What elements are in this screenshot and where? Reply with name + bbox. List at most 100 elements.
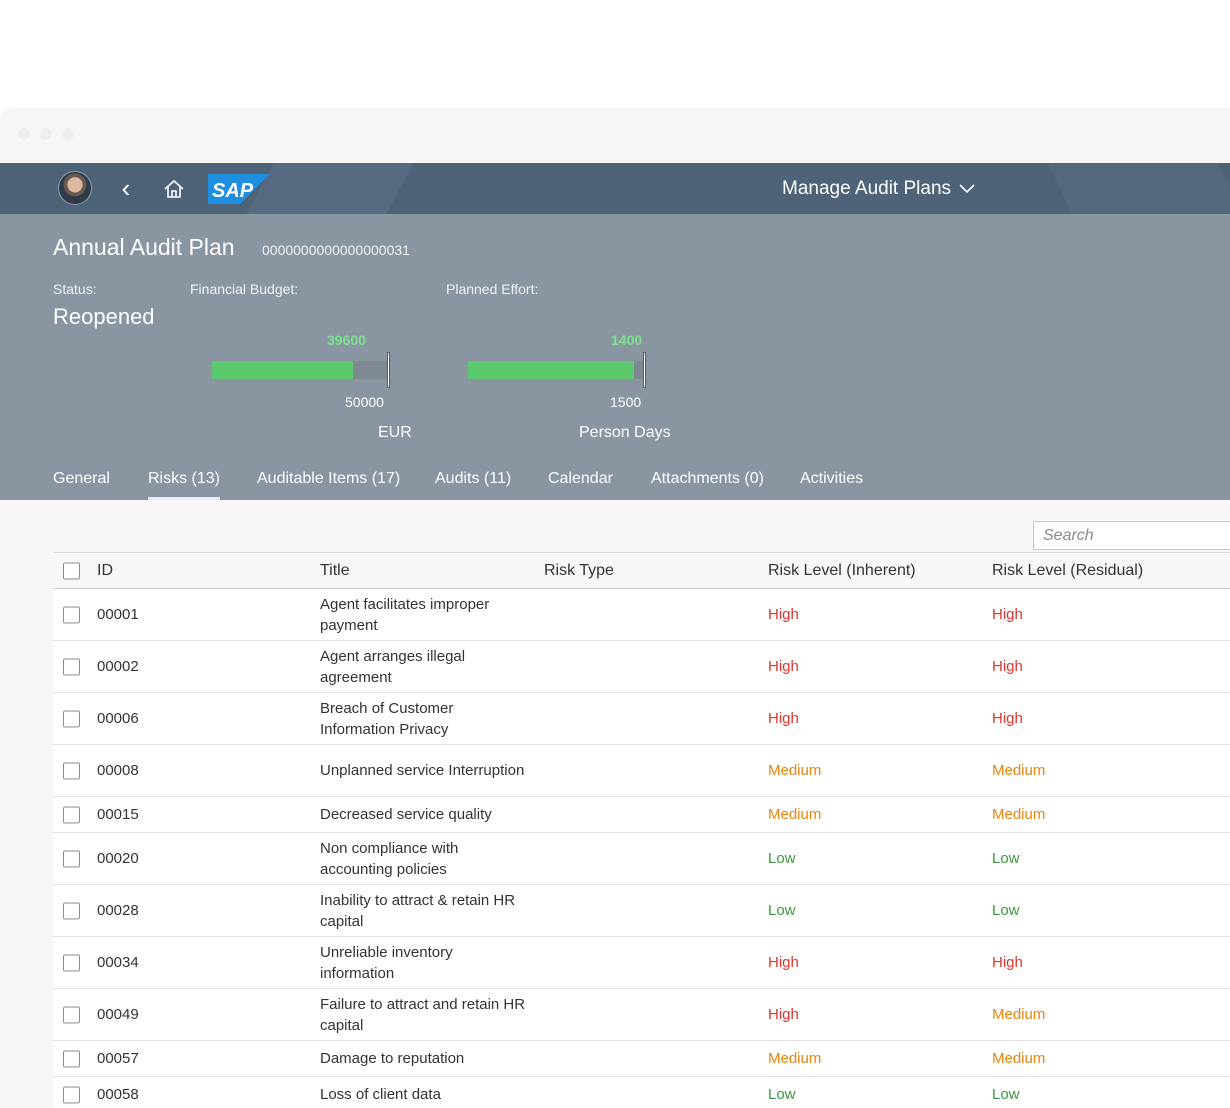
cell-id: 00028 [97, 902, 139, 919]
row-checkbox[interactable] [63, 1050, 80, 1067]
window-minimize-dot[interactable] [40, 128, 52, 140]
effort-unit: Person Days [579, 424, 671, 441]
budget-actual: 39600 [327, 332, 366, 348]
tab-activities[interactable]: Activities [800, 470, 864, 487]
app-window: ‹ SAP Manage Audit Plans Annual Audit Pl… [0, 108, 1230, 1108]
column-title[interactable]: Title [320, 561, 350, 579]
table-row[interactable]: 00020 Non compliance with accounting poli… [53, 833, 1230, 885]
tab-auditable-items[interactable]: Auditable Items (17) [257, 470, 401, 487]
column-residual[interactable]: Risk Level (Residual) [992, 561, 1144, 579]
sap-logo[interactable]: SAP [208, 174, 270, 204]
shell-bar: ‹ SAP Manage Audit Plans [0, 163, 1230, 214]
column-risk-type[interactable]: Risk Type [544, 561, 614, 579]
tab-attachments[interactable]: Attachments (0) [651, 470, 764, 487]
cell-id: 00002 [97, 658, 139, 675]
table-row[interactable]: 00015 Decreased service quality Medium Medi… [53, 797, 1230, 833]
table-row[interactable]: 00034 Unreliable inventory information Hig… [53, 937, 1230, 989]
window-close-dot[interactable] [18, 128, 30, 140]
cell-title: Unplanned service Interruption [320, 762, 525, 779]
cell-residual-level: Medium [992, 1050, 1046, 1067]
effort-target: 1500 [610, 394, 642, 410]
budget-target: 50000 [345, 394, 384, 410]
tab-risks[interactable]: Risks (13) [148, 470, 221, 500]
row-checkbox[interactable] [63, 850, 80, 867]
row-checkbox[interactable] [63, 954, 80, 971]
table-row[interactable]: 00006 Breach of Customer Information Priv… [53, 693, 1230, 745]
select-all-checkbox[interactable] [63, 562, 80, 579]
row-checkbox[interactable] [63, 658, 80, 675]
cell-inherent-level: High [768, 658, 799, 675]
row-checkbox[interactable] [63, 1086, 80, 1103]
row-checkbox[interactable] [63, 710, 80, 727]
row-checkbox[interactable] [63, 1006, 80, 1023]
cell-inherent-level: Medium [768, 1050, 822, 1067]
budget-bullet-chart: 39600 50000 [212, 324, 392, 410]
tab-calendar[interactable]: Calendar [548, 470, 613, 487]
table-row[interactable]: 00001 Agent facilitates improper payment H… [53, 589, 1230, 641]
cell-id: 00015 [97, 806, 139, 823]
app-title: Manage Audit Plans [782, 177, 952, 199]
row-checkbox[interactable] [63, 902, 80, 919]
chevron-down-icon [959, 183, 975, 193]
cell-id: 00001 [97, 606, 139, 623]
object-header: Annual Audit Plan 0000000000000000031 St… [0, 214, 1230, 500]
row-checkbox[interactable] [63, 606, 80, 623]
cell-id: 00020 [97, 850, 139, 867]
cell-inherent-level: Low [768, 1086, 796, 1103]
cell-id: 00058 [97, 1086, 139, 1103]
effort-actual: 1400 [611, 332, 643, 348]
home-icon[interactable] [160, 163, 188, 214]
table-row[interactable]: 00058 Loss of client data Low Low [53, 1077, 1230, 1108]
table-body: 00001 Agent facilitates improper payment H… [53, 589, 1230, 1108]
cell-residual-level: High [992, 606, 1023, 623]
tab-audits[interactable]: Audits (11) [435, 470, 512, 487]
column-id[interactable]: ID [97, 561, 113, 579]
row-checkbox[interactable] [63, 806, 80, 823]
table-row[interactable]: 00028 Inability to attract & retain HR ca… [53, 885, 1230, 937]
budget-fill [212, 361, 353, 379]
cell-title: Failure to attract and retain HR capital [320, 995, 526, 1034]
budget-unit: EUR [378, 424, 412, 441]
window-titlebar [0, 108, 1230, 163]
object-id: 0000000000000000031 [262, 242, 410, 258]
table-row[interactable]: 00049 Failure to attract and retain HR ca… [53, 989, 1230, 1041]
app-title-menu[interactable]: Manage Audit Plans [782, 163, 975, 214]
status-value: Reopened [53, 304, 155, 329]
cell-id: 00008 [97, 762, 139, 779]
cell-id: 00049 [97, 1006, 139, 1023]
window-maximize-dot[interactable] [62, 128, 74, 140]
svg-text:SAP: SAP [212, 180, 254, 202]
effort-label: Planned Effort: [446, 281, 539, 297]
table-row[interactable]: 00057 Damage to reputation Medium Medium [53, 1041, 1230, 1077]
cell-title: Breach of Customer Information Privacy [320, 699, 454, 738]
cell-inherent-level: Medium [768, 762, 822, 779]
cell-inherent-level: Low [768, 902, 796, 919]
cell-title: Inability to attract & retain HR capital [320, 891, 516, 930]
cell-residual-level: Medium [992, 762, 1046, 779]
cell-residual-level: High [992, 710, 1023, 727]
cell-title: Agent arranges illegal agreement [320, 647, 466, 686]
cell-inherent-level: High [768, 710, 799, 727]
effort-fill [468, 361, 635, 379]
cell-residual-level: High [992, 658, 1023, 675]
table-row[interactable]: 00008 Unplanned service Interruption Mediu… [53, 745, 1230, 797]
cell-residual-level: High [992, 954, 1023, 971]
search-input[interactable]: Search [1033, 521, 1230, 550]
cell-title: Loss of client data [320, 1086, 441, 1103]
avatar[interactable] [58, 171, 92, 205]
column-inherent[interactable]: Risk Level (Inherent) [768, 561, 916, 579]
cell-id: 00034 [97, 954, 139, 971]
cell-inherent-level: High [768, 1006, 799, 1023]
cell-residual-level: Low [992, 902, 1020, 919]
tab-general[interactable]: General [53, 470, 110, 487]
table-row[interactable]: 00002 Agent arranges illegal agreement Hig… [53, 641, 1230, 693]
cell-residual-level: Medium [992, 1006, 1046, 1023]
status-label: Status: [53, 281, 97, 297]
row-checkbox[interactable] [63, 762, 80, 779]
cell-inherent-level: High [768, 606, 799, 623]
tab-bar: General Risks (13) Auditable Items (17) … [0, 464, 1230, 500]
cell-inherent-level: Low [768, 850, 796, 867]
risks-table: ID Title Risk Type Risk Level (Inherent)… [53, 552, 1230, 1108]
cell-residual-level: Low [992, 1086, 1020, 1103]
back-icon[interactable]: ‹ [121, 173, 131, 203]
